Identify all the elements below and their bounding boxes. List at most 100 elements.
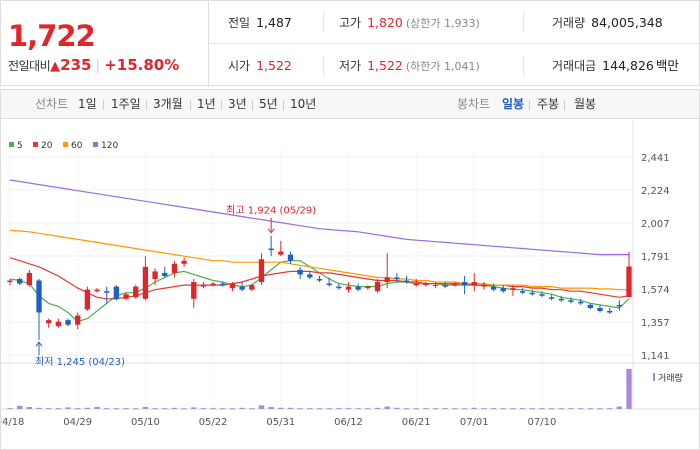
candle-body [587,304,593,308]
volume-bar [481,408,487,410]
volume-bar [384,406,390,409]
candle-body [558,298,564,301]
volume-bar [65,407,71,409]
candle-body [442,285,448,287]
volume-bar [220,408,226,410]
volume-bar [249,408,255,410]
volume-bar [394,407,400,409]
volume-bar [75,408,81,410]
candle-daily[interactable]: 일봉 [502,97,525,111]
change-row: 전일대비▲235 | +15.80% [8,56,179,74]
low-cell: 저가 1,522 (하한가 1,041) [339,44,480,87]
high-value: 1,820 [367,15,403,30]
volume-bar [365,408,371,410]
candle-body [113,286,120,299]
x-tick-label: 05/31 [266,417,295,428]
volume-bar [104,408,110,410]
legend-label-5: 5 [17,141,23,151]
volume-bar [548,408,555,410]
prev-close-label: 전일 [228,16,251,30]
candle-body [133,286,139,298]
amount-cell: 거래대금 144,826 백만 [552,44,679,87]
volume-bar [191,407,197,409]
volume-bar [316,408,323,410]
volume-bar [239,407,245,409]
open-cell: 시가 1,522 [228,44,292,87]
volume-bar [403,408,410,410]
ma-line-20 [9,257,630,300]
candle-body [171,263,178,273]
volume-bar [529,408,535,410]
candle-body [229,283,236,289]
divider [283,100,284,110]
candle-body [365,286,371,289]
divider: | [95,58,101,74]
volume-bar [510,408,516,410]
volume-value: 84,005,348 [591,15,663,30]
legend-swatch-60 [63,142,68,147]
volume-bar [26,407,33,409]
candle-body [374,282,381,292]
current-price: 1,722 [8,19,96,53]
candle-body [200,285,207,287]
candle-body [75,315,81,325]
candle-body [104,291,110,293]
period-3y[interactable]: 3년 [228,97,247,111]
period-1w[interactable]: 1주일 [111,97,141,111]
period-3m[interactable]: 3개월 [153,97,183,111]
volume-bar [258,405,265,409]
volume-bar [519,408,526,410]
candle-body [17,278,23,284]
x-tick-label: 04/18 [1,417,24,428]
candle-monthly[interactable]: 월봉 [574,97,597,111]
y-tick-label: 2,441 [641,153,670,164]
candle-body [394,277,400,279]
candle-body [210,283,216,286]
volume-bar [587,408,593,410]
volume-legend-label: 거래량 [658,372,683,384]
candle-body [278,251,284,255]
volume-bar [142,407,149,409]
volume-bar [113,408,120,410]
chart-canvas: 5 20 60 120 2,441 2,224 2,007 1,791 1,574 1,357 1,… [0,119,699,428]
period-1y[interactable]: 1년 [197,97,216,111]
candle-body [471,282,477,286]
candle-body [626,266,632,297]
legend-label-20: 20 [41,141,53,151]
candle-body [500,288,506,292]
volume-bar [452,408,458,410]
volume-bar [171,407,178,409]
period-10y[interactable]: 10년 [290,97,317,111]
period-1d[interactable]: 1일 [78,97,97,111]
candle-body [490,286,497,290]
high-label: 고가 [339,16,362,30]
candle-body [413,283,419,286]
volume-bar [84,407,91,409]
volume-bar [336,408,342,410]
volume-bar [17,405,23,409]
stock-chart: 5 20 60 120 2,441 2,224 2,007 1,791 1,574 1,357 1,… [0,119,700,450]
lower-limit: (하한가 1,041) [405,60,480,73]
volume-bar [500,408,506,410]
y-tick-label: 2,007 [641,219,670,230]
candle-body [577,301,584,304]
candle-body [26,272,33,286]
candle-body [548,297,555,299]
candle-body [307,274,313,278]
change-percent: +15.80% [104,56,180,74]
candle-body [539,294,545,296]
divider [221,100,222,110]
volume-bar [568,408,574,410]
candle-weekly[interactable]: 주봉 [537,97,560,111]
change-amount: 235 [60,56,92,74]
period-5y[interactable]: 5년 [259,97,278,111]
candle-body [326,283,332,286]
volume-label: 거래량 [552,16,586,30]
volume-bar [442,408,448,410]
volume-bar [355,408,361,410]
volume-legend-swatch [653,373,655,381]
volume-bar [345,408,352,410]
volume-bar [162,408,168,410]
candle-body [461,282,468,286]
volume-bar [616,406,622,409]
